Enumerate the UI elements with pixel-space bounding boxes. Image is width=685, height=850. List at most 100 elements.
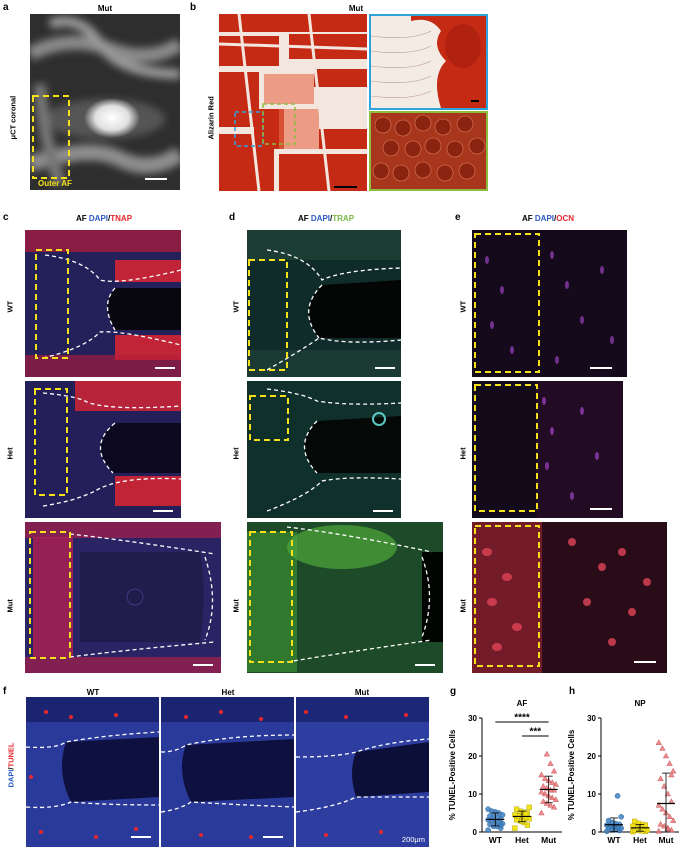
stain-af: AF: [298, 214, 309, 223]
data-point-het: [524, 822, 531, 828]
outer-af-label: Outer AF: [38, 179, 72, 188]
panel-b-main-image: [219, 14, 367, 191]
data-point-mut: [668, 798, 675, 804]
data-point-mut: [655, 827, 662, 834]
stain-sep: /: [554, 214, 557, 223]
panel-a-title: Mut: [97, 4, 113, 13]
panel-c-mut-image: [25, 522, 221, 673]
panel-d-row-wt: WT: [231, 300, 241, 313]
panel-a-letter: a: [3, 2, 9, 13]
panel-e-mut-image: [472, 522, 667, 673]
panel-d-letter: d: [229, 212, 236, 223]
data-point-het: [631, 818, 638, 824]
data-point-het: [512, 812, 518, 818]
data-point-mut: [662, 752, 670, 759]
panel-b-blue-inset: [369, 14, 488, 110]
panel-c-letter: c: [3, 212, 9, 223]
chart-h: NP % TUNEL-Positive Cells 0 10 20 30 WT Het Mut: [567, 699, 679, 845]
panel-e-row-mut: Mut: [458, 599, 468, 613]
panel-g-letter: g: [450, 686, 457, 697]
panel-e-wt-image: [472, 230, 627, 377]
panel-c-het-image: [25, 381, 181, 518]
y-tick-label: 10: [468, 790, 477, 799]
data-point-het: [526, 804, 532, 810]
panel-f-col-wt: WT: [86, 688, 100, 697]
x-tick-label: Mut: [658, 835, 673, 845]
stain-trap: TRAP: [332, 214, 355, 223]
data-point-mut: [547, 760, 554, 766]
stain-dapi: DAPI: [6, 769, 16, 788]
data-point-het: [512, 825, 518, 831]
chart-title: AF: [517, 699, 528, 708]
data-point-mut: [655, 801, 662, 808]
data-point-mut: [661, 782, 668, 789]
data-point-het: [522, 811, 529, 817]
data-point-mut: [659, 805, 666, 812]
stain-ocn: OCN: [556, 214, 575, 223]
panel-c-row-mut: Mut: [5, 599, 15, 613]
stain-dapi: DAPI: [310, 214, 331, 223]
panel-b-green-inset: [369, 111, 488, 191]
panel-b-letter: b: [190, 2, 197, 13]
data-point-mut: [664, 790, 671, 797]
y-tick-label: 10: [587, 790, 596, 799]
green-zoom-box: [262, 103, 296, 145]
data-point-mut: [659, 744, 666, 751]
panel-c-row-wt: WT: [5, 300, 15, 313]
data-point-mut: [670, 767, 677, 774]
stain-af: AF: [76, 214, 87, 223]
y-tick-label: 0: [473, 828, 478, 837]
panel-d-stain-title: AF DAPI/TRAP: [298, 214, 354, 223]
panel-d-het-image: [247, 381, 401, 518]
data-point-mut: [666, 760, 673, 766]
data-point-wt: [485, 806, 491, 812]
data-point-mut: [540, 782, 547, 789]
data-point-mut: [541, 775, 549, 782]
panel-e-letter: e: [455, 212, 461, 223]
panel-e-row-wt: WT: [458, 300, 468, 313]
significance-label: ***: [529, 727, 541, 738]
panel-b-title: Mut: [348, 4, 364, 13]
data-point-wt: [487, 813, 493, 819]
data-point-mut: [655, 739, 662, 745]
data-point-mut: [538, 788, 545, 795]
panel-f-col-mut: Mut: [354, 688, 370, 697]
panel-c-wt-image: [25, 230, 181, 377]
panel-b-ylabel: Alizarin Red: [206, 96, 216, 140]
panel-a-ylabel: μCT coronal: [8, 95, 18, 140]
stain-sep: /: [330, 214, 333, 223]
data-point-mut: [668, 771, 675, 778]
data-point-mut: [538, 771, 545, 778]
data-point-mut: [657, 820, 664, 827]
panel-d-row-mut: Mut: [231, 599, 241, 613]
stain-tnap: TNAP: [110, 214, 133, 223]
stain-sep: /: [108, 214, 111, 223]
panel-e-het-image: [472, 381, 623, 518]
panel-d-wt-image: [247, 230, 401, 377]
stain-af: AF: [522, 214, 533, 223]
stain-dapi: DAPI: [88, 214, 109, 223]
panel-e-stain-title: AF DAPI/OCN: [522, 214, 574, 223]
panel-f-letter: f: [3, 686, 7, 697]
stain-dapi: DAPI: [534, 214, 555, 223]
x-tick-label: Het: [515, 835, 529, 845]
y-tick-label: 0: [592, 828, 597, 837]
panel-f-mut-image: 200μm: [296, 697, 429, 847]
x-tick-label: WT: [489, 835, 503, 845]
panel-d-mut-image: [247, 522, 443, 673]
data-point-wt: [614, 793, 621, 799]
y-tick-label: 20: [468, 752, 477, 761]
significance-label: ****: [514, 713, 530, 724]
y-tick-label: 20: [587, 752, 596, 761]
panel-e-row-het: Het: [458, 447, 468, 460]
chart-ylabel: % TUNEL-Positive Cells: [448, 729, 457, 820]
data-point-het: [513, 806, 520, 812]
chart-title: NP: [634, 699, 646, 708]
data-point-wt: [605, 817, 612, 824]
data-point-mut: [550, 767, 558, 774]
panel-d-row-het: Het: [231, 447, 241, 460]
chart-ylabel: % TUNEL-Positive Cells: [567, 729, 576, 820]
panel-f-wt-image: [26, 697, 159, 847]
data-point-mut: [543, 750, 551, 757]
panel-f-ylabel: DAPI/TUNEL: [6, 738, 16, 788]
